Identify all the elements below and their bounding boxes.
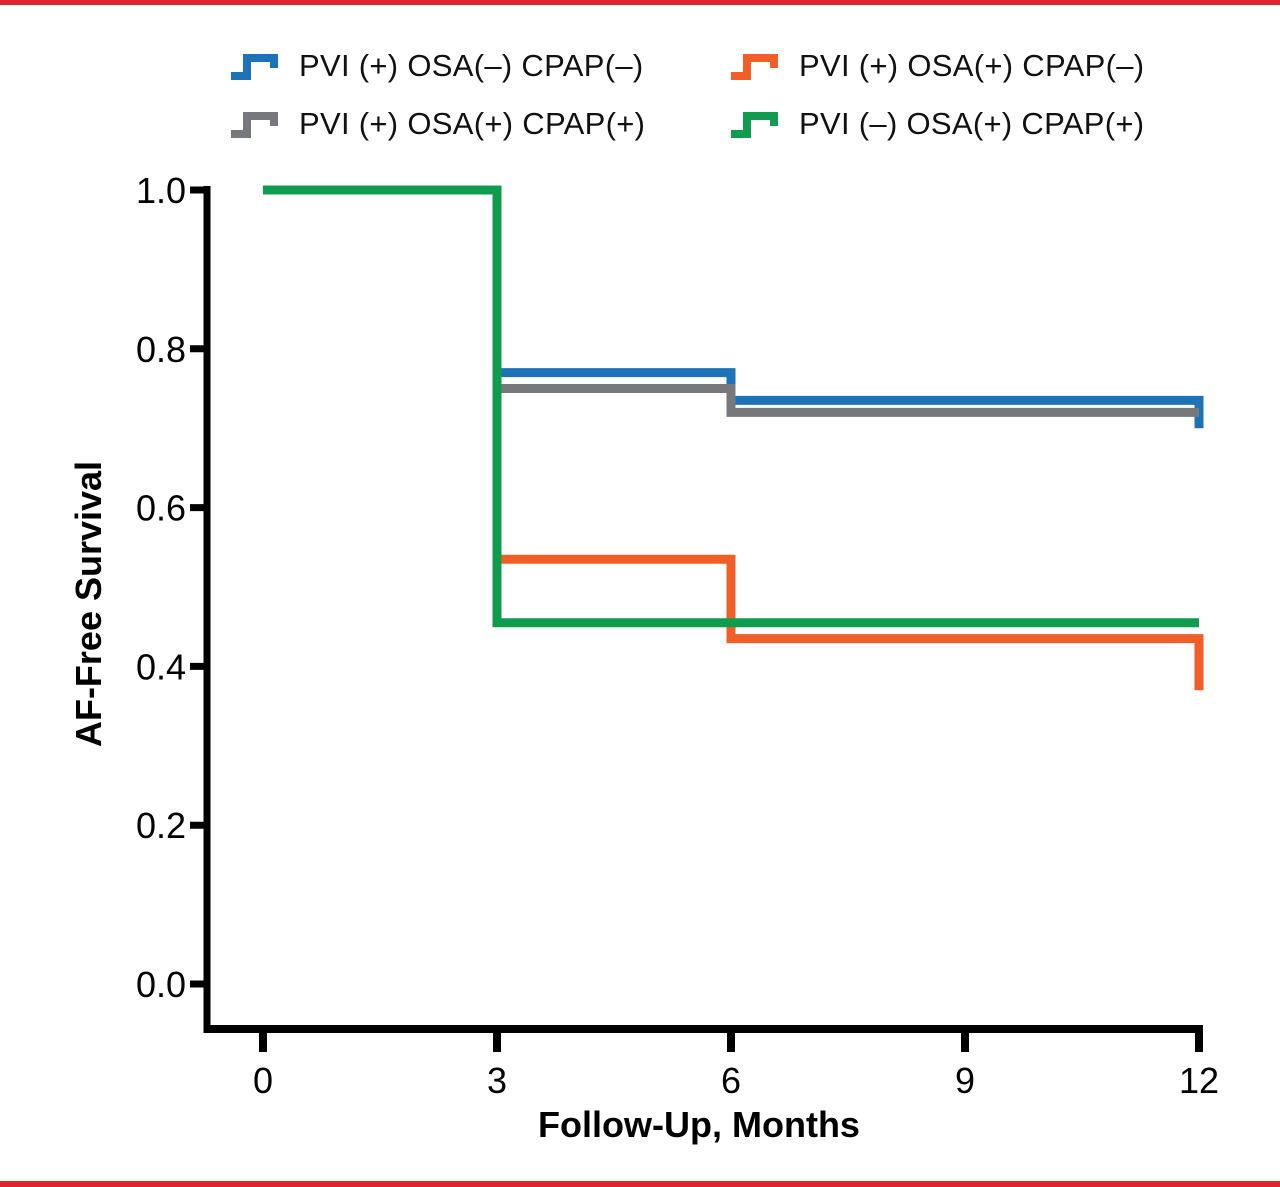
x-tick-label: 12	[1179, 1060, 1219, 1101]
step-line-marker-icon	[731, 112, 778, 138]
step-line-marker-shape	[731, 112, 778, 138]
y-tick-label: 0.2	[136, 805, 186, 846]
legend-item-pvi-plus-osa-minus-cpap-minus: PVI (+) OSA(–) CPAP(–)	[228, 46, 728, 86]
legend-item-pvi-minus-osa-plus-cpap-plus: PVI (–) OSA(+) CPAP(+)	[728, 104, 1144, 144]
step-line-marker-shape	[731, 54, 778, 80]
axes: 1.0 0.8 0.6 0.4 0.2 0.0 0 3 6 9 12	[136, 170, 1219, 1101]
legend-item-pvi-plus-osa-plus-cpap-plus: PVI (+) OSA(+) CPAP(+)	[228, 104, 728, 144]
curve-pvi-neg-osa-pos-cpap-pos	[263, 185, 1199, 628]
legend-label: PVI (+) OSA(+) CPAP(+)	[299, 106, 646, 141]
top-red-rule	[0, 0, 1280, 5]
y-tick-label: 1.0	[136, 170, 186, 211]
step-line-marker-shape	[231, 112, 278, 138]
x-tick-label: 3	[487, 1060, 507, 1101]
x-tick-label: 6	[721, 1060, 741, 1101]
step-line-marker-icon	[231, 54, 278, 80]
step-line-marker-icon	[231, 112, 278, 138]
y-tick-label: 0.0	[136, 964, 186, 1005]
legend-label: PVI (–) OSA(+) CPAP(+)	[799, 106, 1145, 141]
x-axis-title: Follow-Up, Months	[538, 1104, 860, 1145]
survival-curves	[263, 185, 1204, 691]
bottom-red-rule	[0, 1181, 1280, 1187]
y-axis-title: AF-Free Survival	[68, 461, 109, 747]
y-axis-ticks: 1.0 0.8 0.6 0.4 0.2 0.0	[136, 170, 207, 1005]
chart-legend: PVI (+) OSA(–) CPAP(–) PVI (+) OSA(+) CP…	[228, 46, 1144, 144]
y-tick-label: 0.8	[136, 329, 186, 370]
y-tick-label: 0.4	[136, 646, 186, 687]
y-tick-label: 0.6	[136, 488, 186, 529]
legend-label: PVI (+) OSA(–) CPAP(–)	[299, 48, 644, 83]
step-line-marker-icon	[731, 54, 778, 80]
x-tick-label: 0	[253, 1060, 273, 1101]
step-line-marker-shape	[231, 54, 278, 80]
curve-pvi-pos-osa-pos-cpap-neg	[263, 185, 1204, 691]
x-tick-label: 9	[955, 1060, 975, 1101]
legend-label: PVI (+) OSA(+) CPAP(–)	[799, 48, 1145, 83]
x-axis-ticks: 0 3 6 9 12	[253, 1031, 1219, 1101]
legend-item-pvi-plus-osa-plus-cpap-minus: PVI (+) OSA(+) CPAP(–)	[728, 46, 1144, 86]
